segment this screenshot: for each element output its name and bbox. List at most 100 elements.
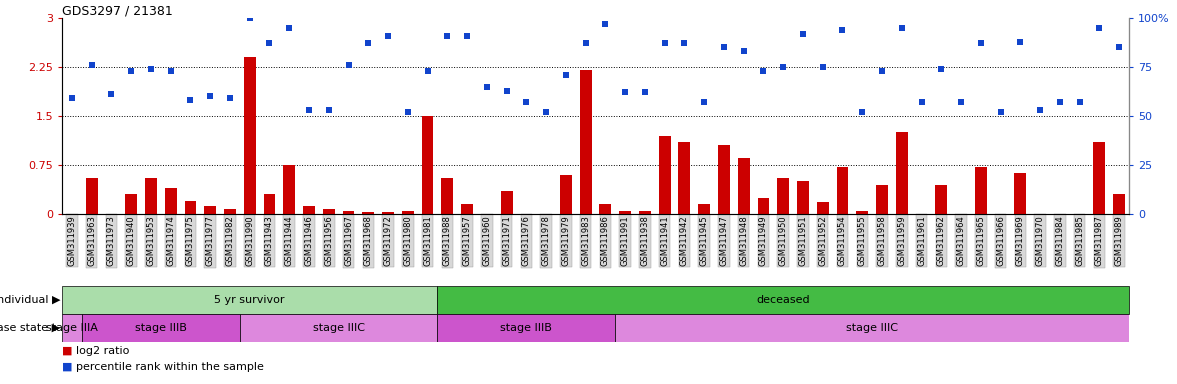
Bar [438, 314, 616, 342]
Text: individual ▶: individual ▶ [0, 295, 60, 305]
Point [161, 68, 180, 74]
Point [971, 40, 990, 46]
Point [260, 40, 279, 46]
Point [1070, 99, 1089, 105]
Point [793, 31, 812, 37]
Point [577, 40, 596, 46]
Point [892, 25, 911, 31]
Bar [1093, 142, 1105, 214]
Point [833, 27, 852, 33]
Bar [1015, 174, 1026, 214]
Bar [797, 181, 809, 214]
Bar [857, 211, 869, 214]
Text: 5 yr survivor: 5 yr survivor [214, 295, 285, 305]
Point [1011, 38, 1030, 45]
Bar [322, 209, 334, 214]
Point [62, 95, 81, 101]
Bar [81, 314, 240, 342]
Point [694, 99, 713, 105]
Bar [817, 202, 829, 214]
Bar [62, 314, 81, 342]
Point [201, 93, 220, 99]
Point [517, 99, 536, 105]
Point [596, 21, 614, 27]
Point [121, 68, 140, 74]
Point [1050, 99, 1069, 105]
Point [141, 66, 160, 72]
Point [478, 84, 497, 90]
Bar [936, 185, 947, 214]
Point [952, 99, 971, 105]
Point [932, 66, 951, 72]
Text: ■: ■ [62, 346, 73, 356]
Point [82, 62, 101, 68]
Bar [205, 206, 217, 214]
Point [1110, 44, 1129, 50]
Text: log2 ratio: log2 ratio [77, 346, 129, 356]
Text: ■: ■ [62, 362, 73, 372]
Point [557, 72, 576, 78]
Bar [1113, 194, 1125, 214]
Point [636, 89, 654, 96]
Point [300, 107, 319, 113]
Point [181, 97, 200, 103]
Point [773, 64, 792, 70]
Point [220, 95, 239, 101]
Point [438, 33, 457, 39]
Bar [678, 142, 691, 214]
Bar [165, 188, 177, 214]
Point [754, 68, 773, 74]
Bar [659, 136, 671, 214]
Point [379, 33, 398, 39]
Bar [363, 212, 374, 214]
Bar [698, 204, 710, 214]
Point [398, 109, 417, 115]
Bar [185, 201, 197, 214]
Point [813, 64, 832, 70]
Text: stage IIIB: stage IIIB [135, 323, 187, 333]
Bar [421, 116, 433, 214]
Point [537, 109, 556, 115]
Bar [86, 178, 98, 214]
Text: stage IIIC: stage IIIC [313, 323, 365, 333]
Bar [343, 211, 354, 214]
Bar [639, 211, 651, 214]
Text: GDS3297 / 21381: GDS3297 / 21381 [62, 4, 173, 17]
Point [359, 40, 378, 46]
Bar [240, 314, 438, 342]
Point [319, 107, 338, 113]
Bar [500, 191, 512, 214]
Point [240, 15, 259, 21]
Point [991, 109, 1010, 115]
Bar [438, 286, 1129, 314]
Bar [876, 185, 887, 214]
Bar [441, 178, 453, 214]
Bar [718, 146, 730, 214]
Bar [383, 212, 394, 214]
Point [912, 99, 931, 105]
Bar [580, 70, 592, 214]
Bar [62, 286, 438, 314]
Point [674, 40, 693, 46]
Bar [461, 204, 473, 214]
Point [1090, 25, 1109, 31]
Bar [264, 194, 275, 214]
Text: deceased: deceased [757, 295, 810, 305]
Text: disease state ▶: disease state ▶ [0, 323, 60, 333]
Text: percentile rank within the sample: percentile rank within the sample [77, 362, 264, 372]
Bar [224, 209, 235, 214]
Point [1031, 107, 1050, 113]
Point [734, 48, 753, 55]
Point [616, 89, 634, 96]
Bar [777, 178, 789, 214]
Point [339, 62, 358, 68]
Bar [302, 206, 315, 214]
Bar [401, 211, 413, 214]
Point [853, 109, 872, 115]
Bar [284, 165, 295, 214]
Point [418, 68, 437, 74]
Point [102, 91, 121, 98]
Bar [560, 175, 572, 214]
Point [714, 44, 733, 50]
Text: stage IIIB: stage IIIB [500, 323, 552, 333]
